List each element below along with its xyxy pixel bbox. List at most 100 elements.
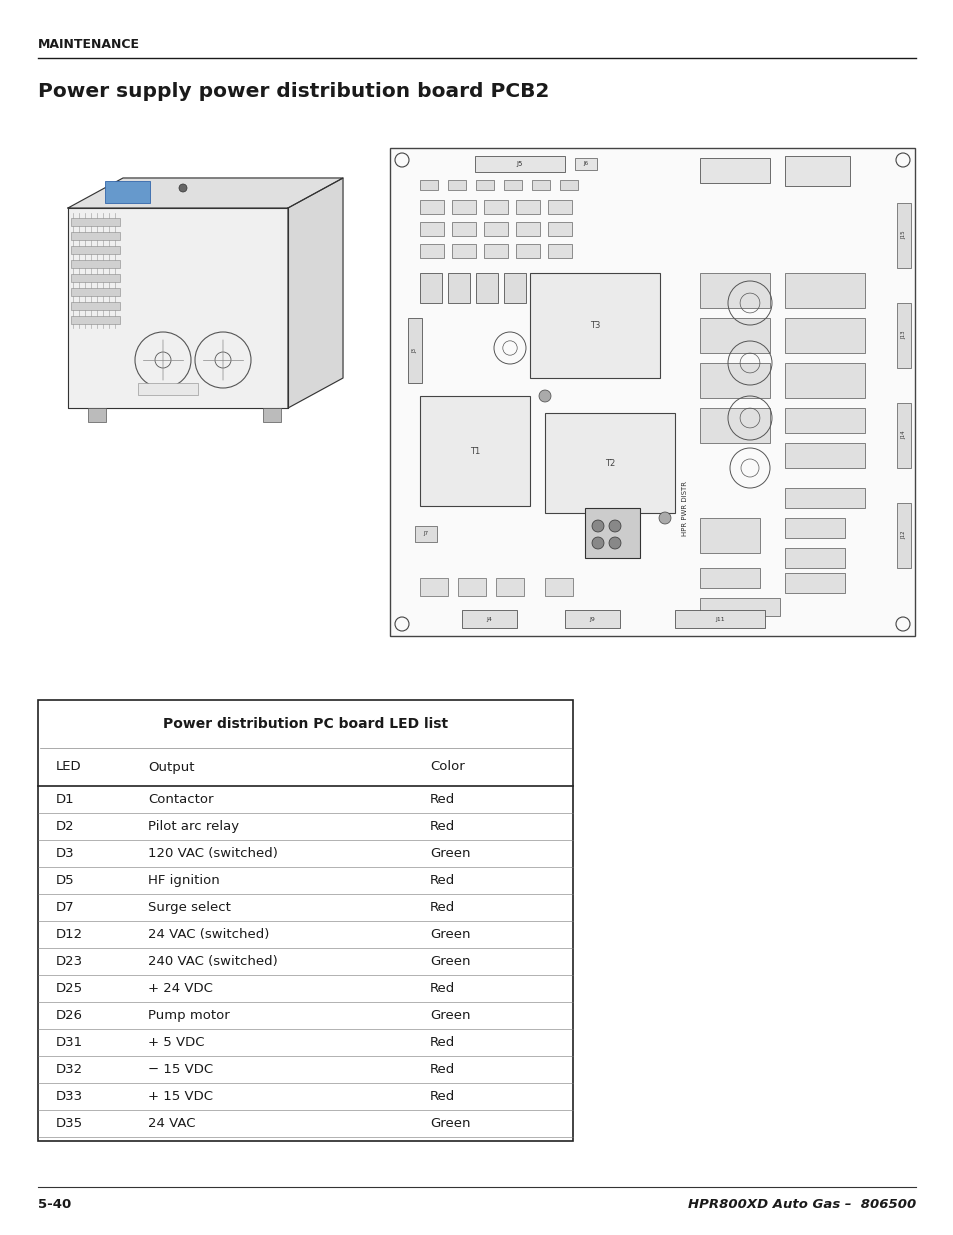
Bar: [700, 408, 769, 443]
Bar: [419, 273, 441, 303]
Text: Pilot arc relay: Pilot arc relay: [148, 820, 239, 832]
Bar: [784, 443, 864, 468]
Text: D26: D26: [56, 1009, 83, 1023]
Text: Red: Red: [430, 1036, 455, 1049]
Text: 240 VAC (switched): 240 VAC (switched): [148, 955, 277, 968]
Polygon shape: [68, 178, 343, 207]
Bar: [483, 222, 507, 236]
Text: D25: D25: [56, 982, 83, 995]
Bar: [784, 488, 864, 508]
Text: D12: D12: [56, 927, 83, 941]
Bar: [71, 219, 120, 226]
Text: Green: Green: [430, 1116, 470, 1130]
Circle shape: [179, 184, 187, 191]
Text: Pump motor: Pump motor: [148, 1009, 230, 1023]
Bar: [105, 182, 150, 203]
Bar: [71, 316, 120, 324]
Text: Red: Red: [430, 982, 455, 995]
Bar: [784, 156, 849, 186]
Bar: [38, 148, 357, 629]
Circle shape: [608, 520, 620, 532]
Text: + 24 VDC: + 24 VDC: [148, 982, 213, 995]
Bar: [419, 578, 448, 597]
Text: 120 VAC (switched): 120 VAC (switched): [148, 847, 277, 860]
Bar: [476, 180, 494, 190]
Text: J4: J4: [485, 616, 492, 621]
Bar: [547, 200, 572, 214]
Bar: [544, 412, 675, 513]
Bar: [700, 363, 769, 398]
Circle shape: [592, 537, 603, 550]
Bar: [263, 408, 281, 422]
Text: D35: D35: [56, 1116, 83, 1130]
Text: Green: Green: [430, 955, 470, 968]
Polygon shape: [288, 178, 343, 408]
Bar: [564, 610, 619, 629]
Text: Color: Color: [430, 761, 464, 773]
Bar: [784, 517, 844, 538]
Text: 5-40: 5-40: [38, 1198, 71, 1212]
Bar: [547, 222, 572, 236]
Bar: [700, 158, 769, 183]
Bar: [559, 180, 578, 190]
Text: Power distribution PC board LED list: Power distribution PC board LED list: [163, 718, 448, 731]
Bar: [419, 222, 443, 236]
Bar: [503, 180, 521, 190]
Bar: [784, 363, 864, 398]
Text: J11: J11: [715, 616, 724, 621]
Bar: [675, 610, 764, 629]
Bar: [784, 408, 864, 433]
Bar: [38, 700, 573, 1141]
Text: Red: Red: [430, 902, 455, 914]
Text: Red: Red: [430, 820, 455, 832]
Circle shape: [659, 513, 670, 524]
Text: HPR800XD Auto Gas –  806500: HPR800XD Auto Gas – 806500: [687, 1198, 915, 1212]
Text: Red: Red: [430, 874, 455, 887]
Circle shape: [608, 537, 620, 550]
Text: D2: D2: [56, 820, 74, 832]
Text: D23: D23: [56, 955, 83, 968]
Bar: [516, 222, 539, 236]
Bar: [547, 245, 572, 258]
Text: Red: Red: [430, 793, 455, 806]
Bar: [784, 317, 864, 353]
Bar: [700, 598, 780, 616]
Text: T2: T2: [604, 458, 615, 468]
Bar: [457, 578, 485, 597]
Bar: [516, 200, 539, 214]
Text: 24 VAC: 24 VAC: [148, 1116, 195, 1130]
Bar: [452, 200, 476, 214]
Text: D7: D7: [56, 902, 74, 914]
Bar: [419, 200, 443, 214]
Bar: [544, 578, 573, 597]
Bar: [138, 383, 198, 395]
Text: HPR PWR DISTR: HPR PWR DISTR: [681, 480, 687, 536]
Text: J15: J15: [901, 231, 905, 240]
Bar: [575, 158, 597, 170]
Bar: [419, 396, 530, 506]
Text: T1: T1: [470, 447, 479, 456]
Text: J9: J9: [588, 616, 595, 621]
Bar: [71, 274, 120, 282]
Text: 24 VAC (switched): 24 VAC (switched): [148, 927, 269, 941]
Circle shape: [538, 390, 551, 403]
Bar: [390, 148, 914, 636]
Bar: [700, 517, 760, 553]
Bar: [584, 508, 639, 558]
Bar: [700, 568, 760, 588]
Text: J13: J13: [901, 331, 905, 340]
Bar: [71, 246, 120, 254]
Text: J7: J7: [423, 531, 428, 536]
Text: Red: Red: [430, 1091, 455, 1103]
Text: J3: J3: [412, 347, 417, 352]
Bar: [419, 180, 437, 190]
Text: Red: Red: [430, 1063, 455, 1076]
Bar: [784, 573, 844, 593]
Bar: [483, 245, 507, 258]
Text: T3: T3: [589, 321, 599, 330]
Bar: [71, 288, 120, 296]
Text: D5: D5: [56, 874, 74, 887]
Bar: [784, 548, 844, 568]
Bar: [452, 245, 476, 258]
Text: D31: D31: [56, 1036, 83, 1049]
